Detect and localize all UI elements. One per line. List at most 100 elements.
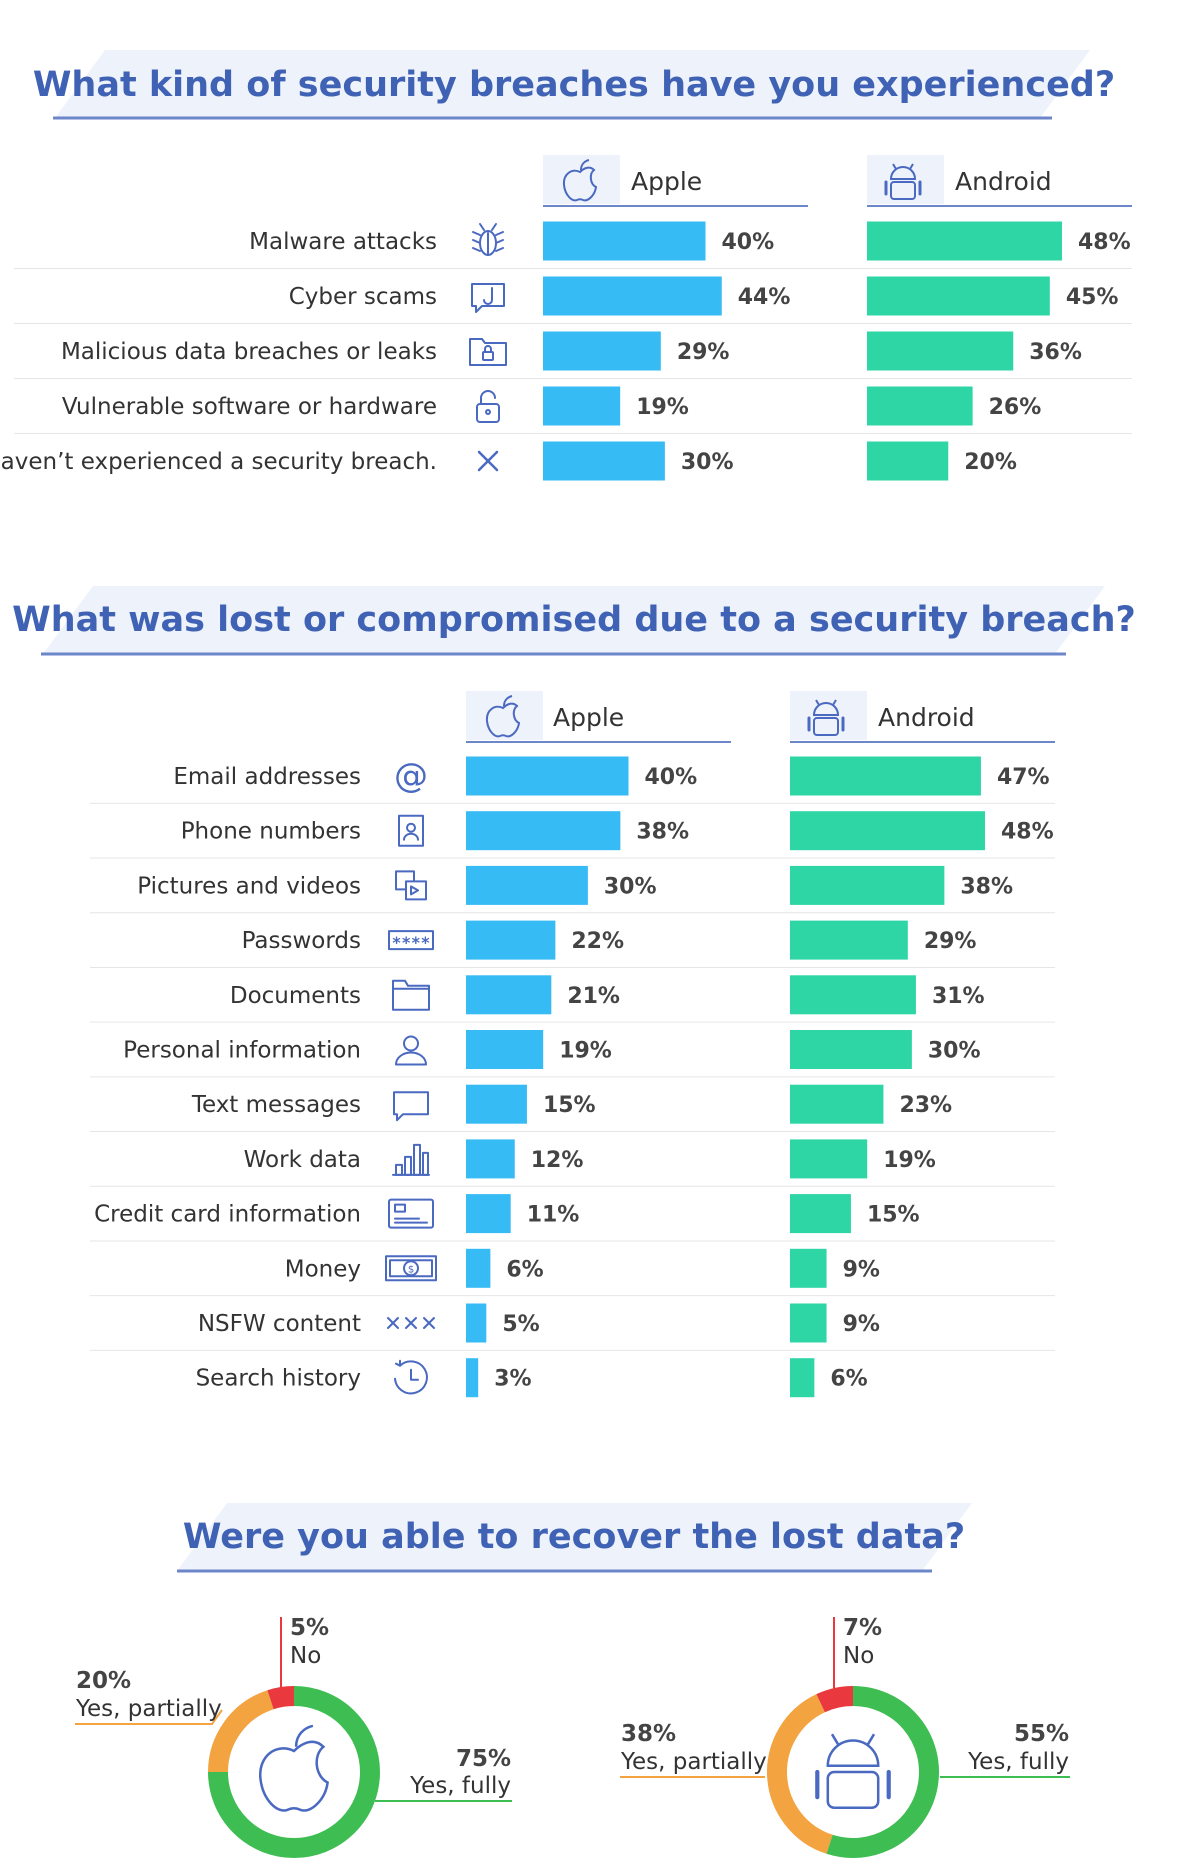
apple-logo-icon [485, 695, 521, 738]
bar-label-android: 19% [883, 1148, 936, 1173]
bar-label-android: 20% [964, 450, 1017, 475]
table-row: Malicious data breaches or leaks 29% 36% [14, 331, 1132, 379]
android-no-label: No [843, 1643, 874, 1669]
bar-label-apple: 29% [677, 340, 730, 365]
bar-label-android: 6% [830, 1367, 867, 1392]
bar-label-android: 47% [997, 765, 1050, 790]
title-banner-3 [177, 1503, 972, 1571]
row-label: Documents [230, 983, 361, 1009]
bar-label-android: 30% [928, 1039, 981, 1064]
table-row: Personal information 19% 30% [90, 1030, 1055, 1078]
bar-label-apple: 11% [527, 1203, 580, 1228]
row-label: Malicious data breaches or leaks [61, 339, 437, 365]
row-label: Email addresses [173, 764, 361, 790]
android-partial-label: Yes, partially [620, 1749, 767, 1775]
row-label: Money [285, 1256, 361, 1282]
svg-text:$: $ [408, 1264, 414, 1275]
bar-android [790, 865, 945, 905]
bar-label-apple: 6% [506, 1257, 543, 1282]
table-row: Text messages 15% 23% [90, 1084, 1055, 1133]
header-android-1: Android [867, 155, 1132, 207]
donut-apple-slices [208, 1686, 380, 1858]
android-fully-pct: 55% [1014, 1721, 1069, 1747]
slice-yes-partially [767, 1694, 833, 1854]
section-lost-data: What was lost or compromised due to a se… [12, 586, 1136, 1398]
chart-title-1: What kind of security breaches have you … [33, 65, 1115, 105]
bar-android [867, 386, 973, 426]
bar-apple [466, 1030, 544, 1069]
folder-lock-icon [469, 338, 507, 366]
bar-android [790, 975, 916, 1015]
table-row: NSFW content 5% 9% [90, 1303, 1055, 1351]
bar-label-android: 23% [899, 1093, 952, 1118]
bar-label-apple: 40% [722, 230, 775, 255]
bar-apple [466, 1358, 479, 1398]
row-label: Passwords [242, 928, 361, 954]
bar-label-android: 38% [960, 874, 1013, 899]
bar-apple [466, 1084, 527, 1124]
header-apple-1: Apple [543, 155, 808, 207]
breach-types-rows: Malware attacks 40% 48% Cyber scams 44% 45% Ma… [0, 221, 1132, 481]
row-label: Phone numbers [181, 819, 361, 845]
apple-no-pct: 5% [290, 1615, 329, 1641]
person-icon [395, 1035, 427, 1066]
header-android-label: Android [955, 167, 1052, 196]
bar-android [867, 221, 1062, 261]
apple-fully-pct: 75% [456, 1746, 511, 1772]
bar-label-apple: 3% [494, 1367, 531, 1392]
bar-label-apple: 15% [543, 1093, 596, 1118]
bar-label-apple: 12% [531, 1148, 584, 1173]
xxx-icon [387, 1317, 435, 1329]
slice-yes-partially [208, 1690, 274, 1773]
chart-title-3: Were you able to recover the lost data? [183, 1517, 965, 1557]
svg-text:@: @ [394, 756, 428, 796]
table-row: Documents 21% 31% [90, 975, 1055, 1023]
bar-android [790, 1303, 827, 1343]
donut-apple: 5% No 20% Yes, partially 75% Yes, fully [75, 1615, 512, 1858]
bar-label-android: 48% [1078, 230, 1131, 255]
bar-android [790, 1358, 815, 1398]
apple-logo-icon [562, 159, 598, 202]
row-label: Malware attacks [249, 229, 437, 255]
message-icon [393, 1091, 429, 1122]
bar-android [790, 1248, 827, 1288]
bar-android [790, 1194, 851, 1234]
contact-icon [398, 814, 424, 847]
section-recovery: Were you able to recover the lost data? … [75, 1503, 1070, 1858]
table-row: Malware attacks 40% 48% [14, 221, 1132, 269]
donut-android: 7% No 38% Yes, partially 55% Yes, fully [620, 1615, 1070, 1858]
row-label: Personal information [123, 1038, 361, 1064]
chart-title-2: What was lost or compromised due to a se… [12, 600, 1136, 640]
apple-no-label: No [290, 1643, 321, 1669]
bar-label-android: 48% [1001, 820, 1054, 845]
row-label: NSFW content [198, 1311, 361, 1337]
row-label: Cyber scams [289, 284, 437, 310]
bar-label-android: 36% [1029, 340, 1082, 365]
apple-partial-pct: 20% [76, 1668, 131, 1694]
bar-apple [466, 811, 621, 851]
table-row: Vulnerable software or hardware 19% 26% [14, 386, 1132, 434]
bar-apple [543, 331, 661, 371]
money-icon: $ [385, 1255, 437, 1282]
callout-line-apple-partial [75, 1709, 223, 1725]
bar-label-apple: 44% [738, 285, 791, 310]
clock-icon [394, 1359, 428, 1395]
bar-label-android: 26% [989, 395, 1042, 420]
android-no-pct: 7% [843, 1615, 882, 1641]
bar-label-apple: 22% [571, 929, 624, 954]
title-banner-1 [55, 50, 1090, 118]
bar-android [790, 756, 981, 796]
table-row: Work data 12% 19% [90, 1139, 1055, 1187]
bar-apple [466, 1248, 491, 1288]
apple-partial-label: Yes, partially [75, 1696, 222, 1722]
bar-label-apple: 30% [604, 874, 657, 899]
bar-android [867, 441, 949, 481]
section-breach-types: What kind of security breaches have you … [0, 50, 1132, 481]
bar-apple [543, 441, 665, 481]
android-fully-label: Yes, fully [967, 1749, 1069, 1775]
android-logo-icon [807, 699, 845, 736]
row-label: Credit card information [94, 1202, 361, 1228]
bar-apple [466, 975, 552, 1015]
table-row: Credit card information 11% 15% [90, 1194, 1055, 1242]
android-logo-icon [884, 163, 922, 200]
